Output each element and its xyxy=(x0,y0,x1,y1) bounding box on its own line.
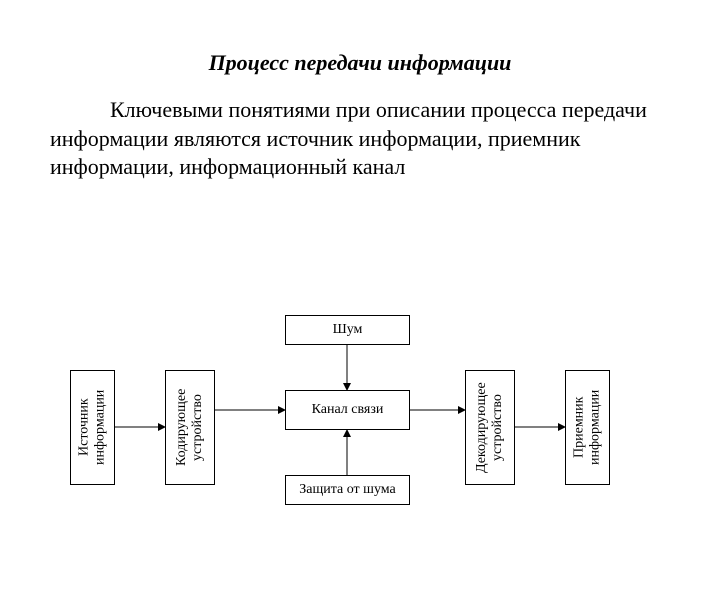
node-protect-label: Защита от шума xyxy=(299,482,396,499)
node-receiver-label: Приемник информации xyxy=(571,371,603,484)
node-decoder: Декодирующее устройство xyxy=(465,370,515,485)
node-channel-label: Канал связи xyxy=(312,402,384,419)
node-decoder-label: Декодирующее устройство xyxy=(474,371,506,484)
node-source-label: Источник информации xyxy=(76,371,108,484)
transmission-diagram: Источник информации Кодирующее устройств… xyxy=(70,315,650,535)
node-protect: Защита от шума xyxy=(285,475,410,505)
node-channel: Канал связи xyxy=(285,390,410,430)
node-receiver: Приемник информации xyxy=(565,370,610,485)
intro-paragraph: Ключевыми понятиями при описании процесс… xyxy=(50,96,670,182)
node-encoder-label: Кодирующее устройство xyxy=(174,371,206,484)
node-source: Источник информации xyxy=(70,370,115,485)
node-noise: Шум xyxy=(285,315,410,345)
node-encoder: Кодирующее устройство xyxy=(165,370,215,485)
page-title: Процесс передачи информации xyxy=(0,50,720,76)
node-noise-label: Шум xyxy=(333,322,363,339)
